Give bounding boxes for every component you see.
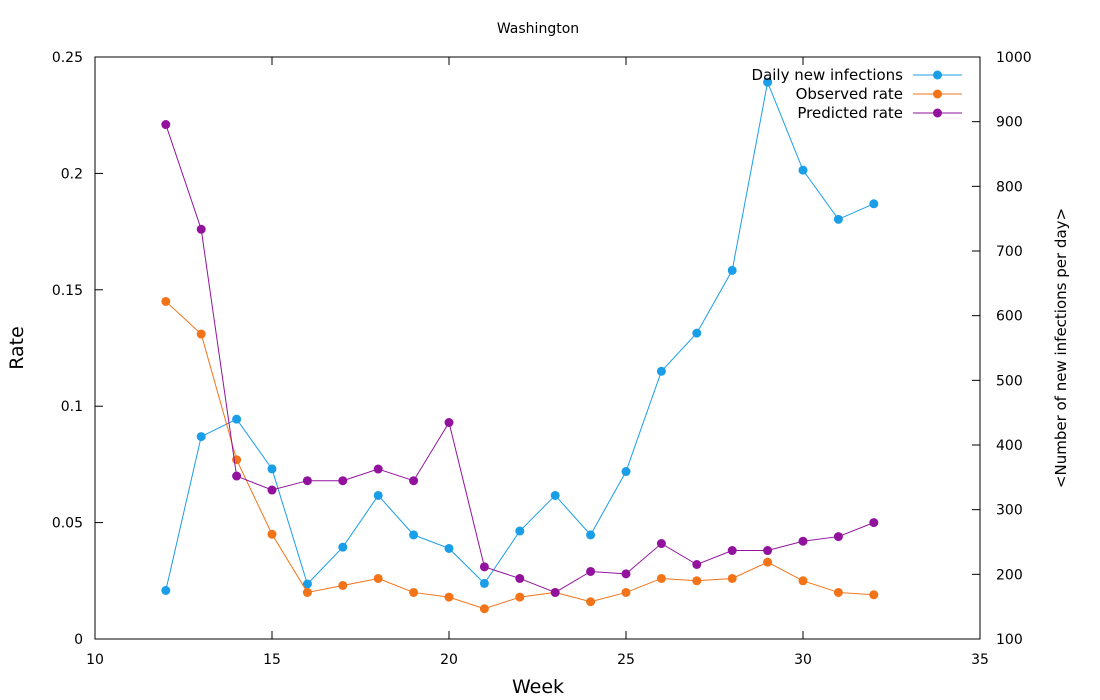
data-point-series-3: [267, 485, 277, 495]
data-point-series-3: [656, 539, 666, 549]
data-point-series-1: [621, 467, 631, 477]
data-point-series-1: [232, 414, 242, 424]
y-tick-label: 0.05: [52, 516, 83, 532]
data-point-series-2: [586, 597, 596, 607]
data-point-series-3: [550, 587, 560, 597]
y-tick-label: 0: [74, 632, 83, 648]
y2-tick-label: 200: [996, 567, 1023, 583]
data-point-series-3: [409, 476, 419, 486]
plot-area: 10 15 20 25 30 35 0 0.05 0.1 0.15 0.2 0.25 100 200 300…: [52, 50, 1032, 668]
data-point-series-3: [515, 573, 525, 583]
data-point-series-3: [196, 224, 206, 234]
data-point-series-1: [763, 77, 773, 87]
chart-title: Washington: [497, 21, 579, 37]
legend-marker: [933, 108, 942, 118]
data-point-series-2: [621, 587, 631, 597]
data-point-series-2: [409, 587, 419, 597]
y-axis-title: Rate: [6, 326, 28, 370]
data-point-series-2: [798, 576, 808, 586]
data-point-series-2: [656, 573, 666, 583]
y-tick-label: 0.1: [61, 399, 83, 415]
data-point-series-3: [621, 569, 631, 579]
data-point-series-2: [267, 529, 277, 539]
data-point-series-1: [302, 579, 312, 589]
x-tick-label: 15: [263, 652, 281, 668]
data-point-series-2: [196, 329, 206, 339]
data-point-series-2: [833, 587, 843, 597]
data-point-series-3: [338, 476, 348, 486]
data-point-series-1: [444, 543, 454, 553]
data-point-series-3: [444, 417, 454, 427]
data-point-series-2: [373, 573, 383, 583]
data-point-series-3: [798, 536, 808, 546]
data-point-series-3: [833, 532, 843, 542]
data-point-series-2: [302, 587, 312, 597]
data-point-series-1: [656, 366, 666, 376]
y2-tick-label: 500: [996, 373, 1023, 389]
plot-frame: [94, 56, 981, 640]
y2-tick-label: 600: [996, 309, 1023, 325]
data-point-series-1: [479, 578, 489, 588]
data-point-series-3: [586, 566, 596, 576]
x-tick-label: 35: [971, 652, 989, 668]
data-point-series-2: [763, 557, 773, 567]
data-point-series-2: [727, 573, 737, 583]
data-point-series-3: [763, 546, 773, 556]
y2-tick-label: 900: [996, 115, 1023, 131]
y2-tick-label: 100: [996, 632, 1023, 648]
legend-label: Predicted rate: [797, 104, 903, 122]
data-point-series-1: [833, 214, 843, 224]
data-point-series-1: [550, 490, 560, 500]
data-point-series-3: [479, 562, 489, 572]
series-line-1: [165, 80, 875, 591]
data-point-series-2: [479, 604, 489, 614]
data-point-series-2: [692, 576, 702, 586]
x-tick-label: 30: [794, 652, 812, 668]
data-point-series-1: [798, 165, 808, 175]
data-point-series-3: [869, 518, 879, 528]
data-point-series-2: [444, 592, 454, 602]
legend-marker: [933, 89, 942, 99]
data-point-series-1: [692, 328, 702, 338]
y2-tick-label: 1000: [996, 50, 1032, 66]
x-tick-label: 20: [440, 652, 458, 668]
x-tick-label: 25: [617, 652, 635, 668]
data-point-series-2: [515, 592, 525, 602]
data-point-series-2: [161, 296, 171, 306]
x-axis-title: Week: [512, 676, 564, 698]
series-line-3: [165, 124, 874, 593]
y-tick-label: 0.2: [61, 166, 83, 182]
y2-tick-label: 400: [996, 438, 1023, 454]
data-point-series-1: [267, 464, 277, 474]
data-point-series-1: [409, 530, 419, 540]
data-point-series-3: [161, 120, 171, 130]
y-tick-label: 0.25: [52, 50, 83, 66]
data-point-series-1: [869, 199, 879, 209]
data-point-series-1: [515, 526, 525, 536]
y2-tick-label: 300: [996, 503, 1023, 519]
data-point-series-1: [727, 265, 737, 275]
data-point-series-1: [161, 586, 171, 595]
legend-marker: [933, 70, 942, 80]
legend-label: Daily new infections: [752, 66, 904, 84]
data-point-series-1: [338, 542, 348, 552]
data-point-series-2: [869, 590, 879, 600]
data-point-series-1: [196, 432, 206, 442]
y2-tick-label: 700: [996, 244, 1023, 260]
data-point-series-1: [586, 530, 596, 540]
data-point-series-1: [373, 490, 383, 500]
data-point-series-3: [692, 560, 702, 570]
legend-label: Observed rate: [796, 85, 903, 103]
data-point-series-3: [232, 471, 242, 481]
y2-tick-label: 800: [996, 179, 1023, 195]
y-tick-label: 0.15: [52, 283, 83, 299]
data-point-series-3: [302, 476, 312, 486]
data-point-series-3: [727, 546, 737, 556]
x-tick-label: 10: [86, 652, 104, 668]
y2-axis-title: <Number of new infections per day>: [1052, 208, 1070, 488]
data-point-series-2: [338, 580, 348, 590]
data-point-series-3: [373, 464, 383, 474]
